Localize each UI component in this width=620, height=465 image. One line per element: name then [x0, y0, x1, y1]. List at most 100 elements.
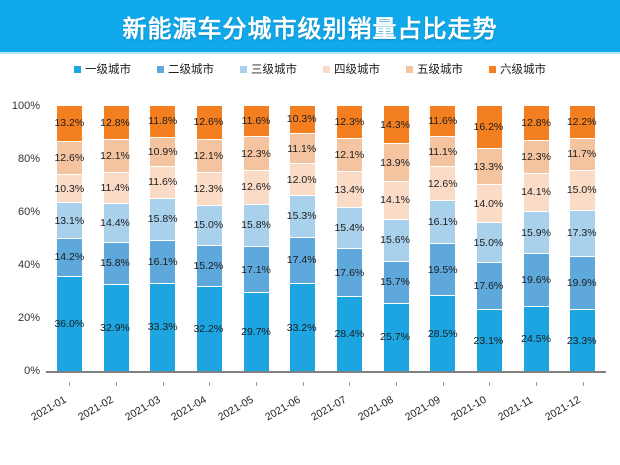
bar-segment-value-label: 19.6% [521, 274, 551, 287]
bar-segment[interactable]: 11.1% [287, 132, 316, 164]
bar-segment[interactable]: 14.1% [380, 180, 410, 219]
bar-segment[interactable]: 15.9% [521, 210, 551, 254]
bar-segment[interactable]: 12.0% [287, 163, 317, 196]
bar-segment[interactable]: 15.0% [473, 222, 503, 263]
bar-segment[interactable]: 32.9% [100, 283, 130, 372]
y-axis-tick-label: 60% [17, 206, 40, 218]
bar-segment[interactable]: 29.7% [241, 292, 271, 371]
bar-segment[interactable]: 13.2% [54, 106, 84, 141]
bar-segment[interactable]: 14.4% [100, 202, 130, 242]
bar-segment[interactable]: 10.3% [54, 174, 84, 203]
bar-segment[interactable]: 12.1% [100, 139, 130, 173]
bar-segment[interactable]: 15.6% [380, 218, 410, 261]
bar-segment[interactable]: 33.2% [287, 283, 317, 371]
bar-segment[interactable]: 11.6% [242, 106, 271, 137]
legend-item-1[interactable]: 一级城市 [74, 61, 131, 77]
bar-column[interactable]: 11.8% 10.9% 11.6% 15.8% 16.1% 33.3% [139, 106, 186, 371]
bar-segment[interactable]: 12.6% [428, 166, 458, 201]
bar-segment[interactable]: 12.8% [521, 106, 551, 140]
bar-column[interactable]: 16.2% 13.3% 14.0% 15.0% 17.6% 23.1% [466, 106, 513, 371]
bar-segment[interactable]: 16.1% [148, 239, 178, 283]
bar-segment-value-label: 15.8% [147, 213, 178, 226]
bar-segment[interactable]: 15.0% [193, 204, 223, 246]
bar-segment[interactable]: 14.0% [473, 184, 503, 222]
bar-segment[interactable]: 16.2% [473, 106, 503, 149]
bar-segment-value-label: 11.4% [100, 182, 130, 195]
bar-segment[interactable]: 12.3% [521, 139, 551, 173]
bar-segment[interactable]: 12.3% [193, 171, 223, 205]
bar-segment[interactable]: 12.2% [567, 106, 597, 138]
x-axis-tick-label: 2021-12 [542, 393, 583, 424]
bar-segment[interactable]: 15.7% [380, 260, 410, 303]
bar-column[interactable]: 12.6% 12.1% 12.3% 15.0% 15.2% 32.2% [186, 106, 233, 371]
bar-segment[interactable]: 13.1% [54, 202, 84, 238]
bar-column[interactable]: 12.2% 11.7% 15.0% 17.3% 19.9% 23.3% [559, 106, 606, 371]
bar-segment[interactable]: 28.4% [334, 295, 364, 371]
bar-segment[interactable]: 32.2% [193, 285, 223, 371]
bar-column[interactable]: 11.6% 12.3% 12.6% 15.8% 17.1% 29.7% [233, 106, 280, 371]
header-divider [0, 52, 620, 54]
bar-segment[interactable]: 12.1% [334, 138, 364, 171]
bar-segment[interactable]: 12.3% [334, 106, 364, 139]
bar-segment[interactable]: 11.7% [567, 137, 596, 170]
bar-segment[interactable]: 17.4% [287, 236, 317, 284]
legend-item-6[interactable]: 六级城市 [489, 61, 546, 77]
bar-column[interactable]: 10.3% 11.1% 12.0% 15.3% 17.4% 33.2% [279, 106, 326, 371]
bar-column[interactable]: 12.3% 12.1% 13.4% 15.4% 17.6% 28.4% [326, 106, 373, 371]
bar-segment[interactable]: 17.6% [334, 248, 364, 296]
bar-segment[interactable]: 12.6% [241, 169, 271, 204]
bar-segment[interactable]: 28.5% [428, 295, 458, 371]
bar-column[interactable]: 13.2% 12.6% 10.3% 13.1% 14.2% 36.0% [46, 106, 93, 371]
bar-segment[interactable]: 16.1% [428, 200, 458, 244]
bar-segment[interactable]: 12.3% [241, 136, 271, 170]
bar-segment[interactable]: 12.8% [100, 106, 130, 140]
bar-segment[interactable]: 15.3% [287, 195, 317, 237]
bar-segment[interactable]: 14.1% [521, 172, 551, 211]
bar-segment-value-label: 12.3% [193, 182, 224, 195]
bar-column[interactable]: 11.6% 11.1% 12.6% 16.1% 19.5% 28.5% [419, 106, 466, 371]
bar-segment[interactable]: 13.4% [334, 170, 364, 208]
bar-segment[interactable]: 19.5% [428, 243, 458, 296]
bar-segment[interactable]: 15.8% [241, 203, 271, 247]
bar-segment[interactable]: 17.3% [567, 209, 597, 256]
bar-segment[interactable]: 19.9% [567, 256, 597, 310]
bar-segment[interactable]: 15.0% [567, 169, 597, 210]
bar-segment[interactable]: 11.6% [428, 106, 457, 137]
bar-segment[interactable]: 17.1% [241, 246, 271, 293]
x-axis-tick-mark [489, 382, 491, 386]
bar-segment[interactable]: 23.3% [567, 309, 597, 371]
bar-column[interactable]: 14.3% 13.9% 14.1% 15.6% 15.7% 25.7% [373, 106, 420, 371]
bar-segment[interactable]: 11.1% [428, 136, 457, 167]
bar-segment[interactable]: 15.8% [147, 197, 178, 240]
bar-column[interactable]: 12.8% 12.3% 14.1% 15.9% 19.6% 24.5% [513, 106, 560, 371]
bar-segment[interactable]: 12.1% [193, 138, 223, 172]
legend-item-5[interactable]: 五级城市 [406, 61, 463, 77]
legend-item-2[interactable]: 二级城市 [157, 61, 214, 77]
bar-segment[interactable]: 23.1% [473, 309, 503, 371]
bar-segment[interactable]: 12.6% [54, 140, 84, 175]
bar-segment[interactable]: 10.3% [287, 106, 317, 133]
bar-segment[interactable]: 12.6% [193, 106, 223, 139]
bar-segment[interactable]: 17.6% [473, 262, 503, 310]
bar-segment[interactable]: 13.3% [473, 148, 503, 185]
bar-segment[interactable]: 14.2% [54, 237, 84, 276]
bar-segment[interactable]: 24.5% [521, 305, 551, 371]
bar-segment-value-label: 29.7% [241, 326, 271, 339]
legend-item-3[interactable]: 三级城市 [240, 61, 297, 77]
bar-column[interactable]: 12.8% 12.1% 11.4% 14.4% 15.8% 32.9% [93, 106, 140, 372]
bar-segment[interactable]: 15.2% [193, 245, 223, 286]
legend-item-4[interactable]: 四级城市 [323, 61, 380, 77]
bar-segment[interactable]: 10.9% [148, 136, 178, 167]
bar-segment[interactable]: 15.8% [100, 241, 130, 284]
bar-segment[interactable]: 36.0% [54, 275, 84, 371]
bar-segment[interactable]: 14.3% [380, 106, 410, 144]
legend-swatch-icon [157, 65, 164, 73]
bar-segment[interactable]: 11.8% [148, 106, 177, 137]
bar-segment[interactable]: 15.4% [334, 207, 364, 249]
bar-segment[interactable]: 33.3% [148, 282, 178, 371]
bar-segment[interactable]: 25.7% [380, 302, 410, 371]
bar-segment[interactable]: 11.4% [100, 172, 130, 203]
bar-segment[interactable]: 19.6% [521, 253, 551, 306]
bar-segment[interactable]: 13.9% [380, 143, 410, 181]
bar-segment[interactable]: 11.6% [148, 166, 177, 198]
